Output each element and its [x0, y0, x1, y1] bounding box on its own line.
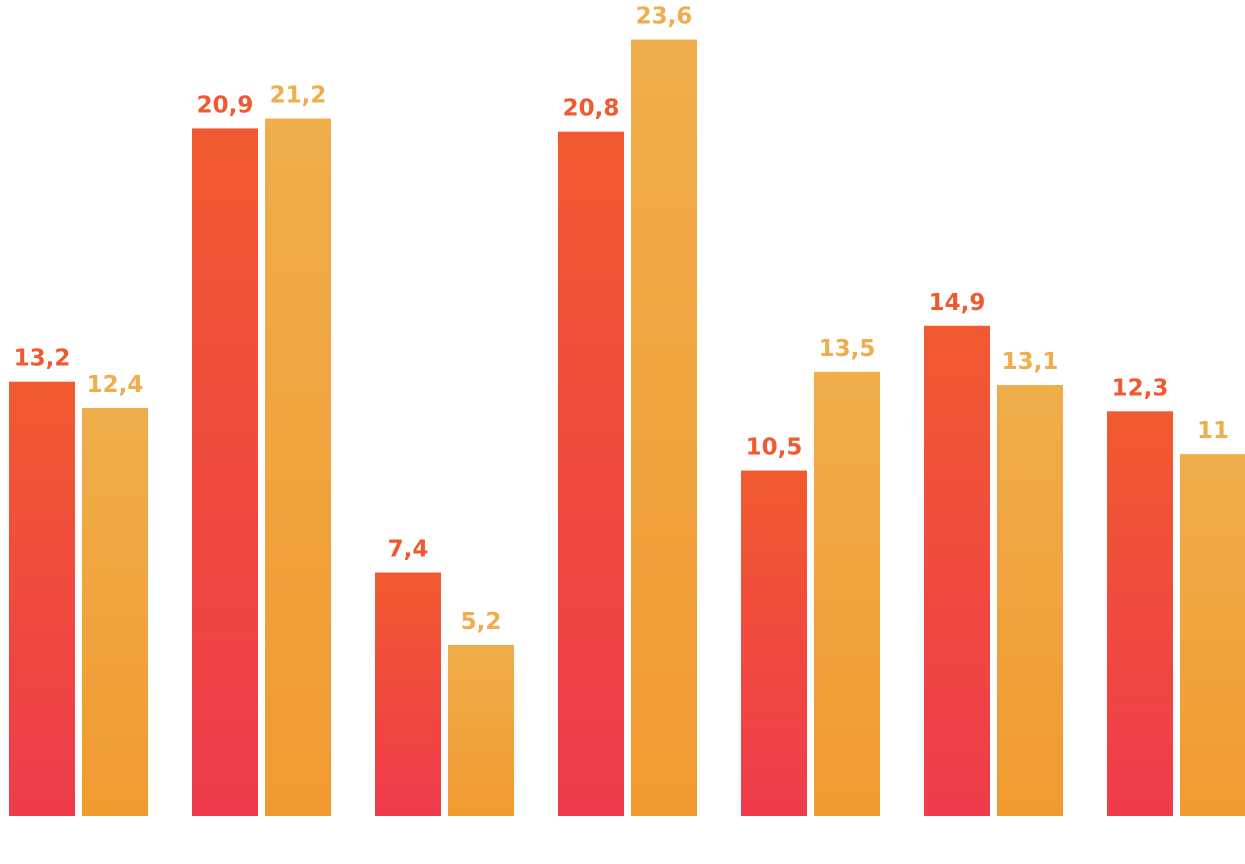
bar-series1-group3	[375, 572, 441, 816]
bar-series2-group6	[997, 385, 1063, 816]
bar-series2-group4	[631, 39, 697, 817]
value-label-series2-group4: 23,6	[636, 4, 693, 30]
value-label-series2-group1: 12,4	[87, 372, 144, 398]
bar-series1-group5	[741, 470, 807, 816]
value-label-series1-group6: 14,9	[929, 290, 986, 316]
value-label-series2-group6: 13,1	[1002, 349, 1059, 375]
bar-series2-group1	[82, 408, 148, 816]
value-labels-layer: 13,2 12,4 20,9 21,2 7,4 5,2 20,8 23,6 10,5 13,5 14…	[14, 4, 1229, 635]
value-label-series1-group1: 13,2	[14, 346, 71, 372]
bar-series1-group6	[924, 325, 990, 816]
value-label-series2-group5: 13,5	[819, 336, 876, 362]
bar-series1-group4	[558, 131, 624, 816]
bar-series2-group5	[814, 371, 880, 816]
bar-series1-group7	[1107, 411, 1173, 816]
bar-series1-group1	[9, 381, 75, 816]
value-label-series2-group2: 21,2	[270, 83, 327, 109]
value-label-series1-group5: 10,5	[746, 435, 803, 461]
value-label-series1-group4: 20,8	[563, 96, 620, 122]
value-label-series2-group7: 11	[1197, 418, 1229, 444]
value-label-series2-group3: 5,2	[461, 609, 502, 635]
value-label-series1-group7: 12,3	[1112, 375, 1169, 401]
value-label-series1-group3: 7,4	[388, 537, 429, 563]
bars-layer	[9, 39, 1245, 817]
bar-series2-group2	[265, 118, 331, 816]
bar-series2-group7	[1180, 454, 1245, 816]
bar-series1-group2	[192, 128, 258, 816]
bar-series2-group3	[448, 644, 514, 816]
value-label-series1-group2: 20,9	[197, 92, 254, 118]
